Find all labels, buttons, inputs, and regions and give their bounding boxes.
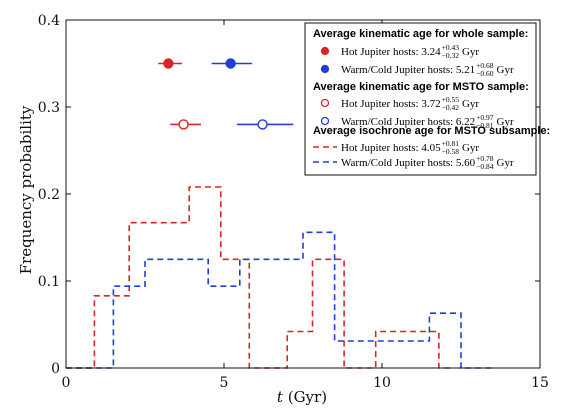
legend-error-plus: +0.68 <box>476 61 494 70</box>
legend: Average kinematic age for whole sample: H… <box>304 22 550 176</box>
data-point <box>225 58 236 69</box>
legend-error-minus: −0.32 <box>442 51 460 60</box>
legend-marker-icon <box>320 116 330 126</box>
legend-error-minus: −0.42 <box>442 103 460 112</box>
x-tick-label: 15 <box>531 375 549 391</box>
y-tick-label: 0.3 <box>38 100 60 116</box>
legend-entry-text: Warm/Cold Jupiter hosts: 5.21 <box>341 64 475 76</box>
data-point <box>178 119 189 130</box>
legend-title: Average kinematic age for whole sample: <box>313 28 528 40</box>
legend-title: Average isochrone age for MSTO subsample… <box>313 125 550 137</box>
points-layer <box>158 58 294 130</box>
legend-entry-text: Warm/Cold Jupiter hosts: 5.60 <box>341 157 476 169</box>
legend-box <box>304 22 537 176</box>
legend-entry-text: Hot Jupiter hosts: 4.05 <box>341 142 441 154</box>
axes: 0 5 10 15 0 0.1 0.2 0.3 0.4 <box>38 13 549 391</box>
legend-unit: Gyr <box>462 142 479 154</box>
legend-unit: Gyr <box>497 116 514 128</box>
legend-unit: Gyr <box>462 98 479 110</box>
x-axis-label: t (Gyr) <box>277 388 327 406</box>
legend-entry-text: Warm/Cold Jupiter hosts: 6.22 <box>341 116 475 128</box>
legend-error-minus: −0.84 <box>476 162 494 171</box>
x-tick-label: 0 <box>62 375 71 391</box>
series-line-warm <box>66 231 493 369</box>
y-axis-label: Frequency probability <box>17 105 35 274</box>
legend-error-plus: +0.43 <box>442 43 460 52</box>
data-point <box>257 119 268 130</box>
x-tick-label: 10 <box>373 375 391 391</box>
legend-error-minus: −0.60 <box>476 69 494 78</box>
legend-unit: Gyr <box>497 157 514 169</box>
y-tick-label: 0.2 <box>38 187 60 203</box>
y-tick-label: 0 <box>51 361 60 377</box>
legend-error-minus: −0.81 <box>476 121 494 130</box>
legend-unit: Gyr <box>497 64 514 76</box>
legend-entry-text: Hot Jupiter hosts: 3.72 <box>341 98 441 110</box>
legend-marker-icon <box>320 64 330 74</box>
legend-unit: Gyr <box>462 46 479 58</box>
series-layer <box>66 186 493 369</box>
legend-error-plus: +0.78 <box>476 154 494 163</box>
legend-title: Average kinematic age for MSTO sample: <box>313 81 529 93</box>
y-tick-label: 0.4 <box>38 13 60 29</box>
legend-marker-icon <box>320 98 330 108</box>
data-point <box>163 58 174 69</box>
legend-marker-icon <box>320 46 330 56</box>
legend-error-plus: +0.81 <box>442 139 460 148</box>
y-tick-label: 0.1 <box>38 274 60 290</box>
x-tick-label: 5 <box>220 375 229 391</box>
legend-error-plus: +0.55 <box>442 95 460 104</box>
legend-error-minus: −0.58 <box>442 147 460 156</box>
legend-entry-text: Hot Jupiter hosts: 3.24 <box>341 46 441 58</box>
legend-error-plus: +0.97 <box>476 113 494 122</box>
